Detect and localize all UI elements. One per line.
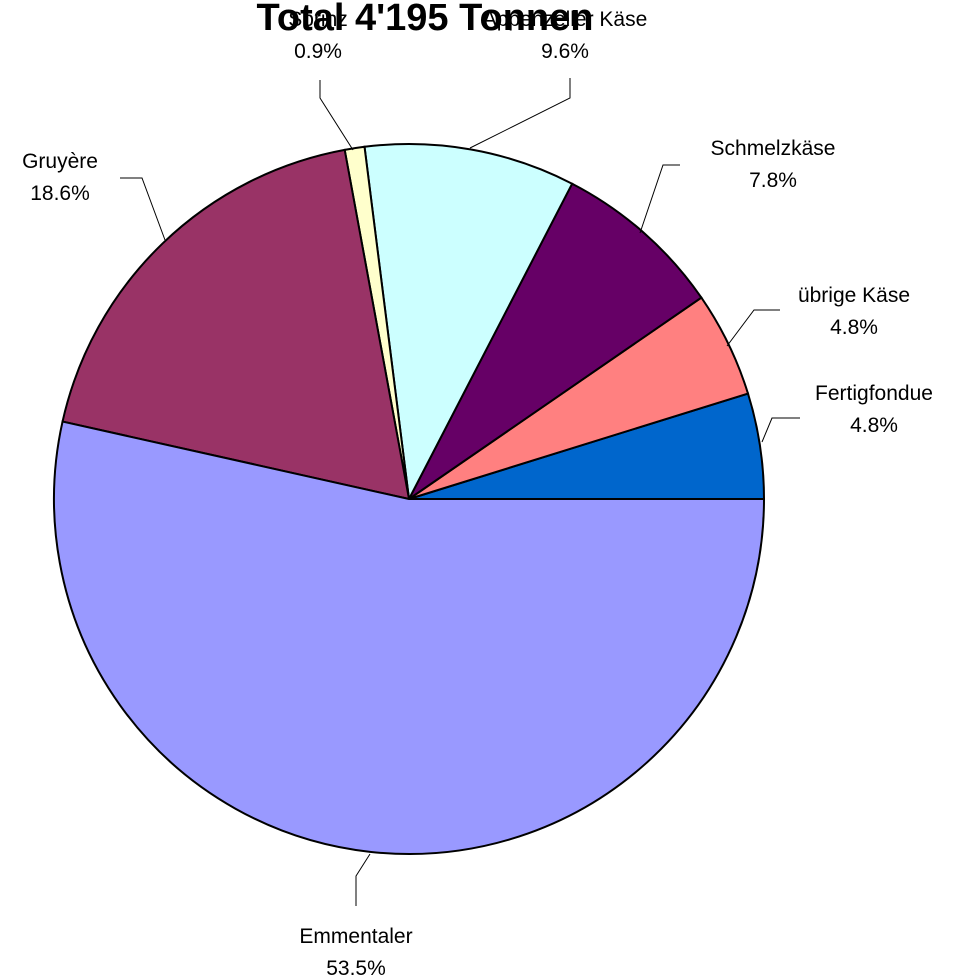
slice-value-label: 7.8% [749, 169, 797, 192]
slice-name-label: Sbrinz [288, 8, 348, 31]
slice-value-label: 4.8% [830, 316, 878, 339]
slice-name-label: Gruyère [22, 150, 98, 173]
leader-line [761, 417, 800, 443]
leader-line [120, 177, 166, 241]
slice-value-label: 53.5% [326, 957, 386, 975]
slice-name-label: Appenzeller Käse [483, 8, 648, 31]
slice-value-label: 18.6% [30, 182, 90, 205]
slice-name-label: Emmentaler [299, 925, 412, 948]
slice-name-label: Fertigfondue [815, 382, 933, 405]
pie-slice-appenzeller-käse [363, 143, 574, 503]
slice-value-label: 9.6% [541, 40, 589, 63]
chart-title: Total 4'195 Tonnen [256, 0, 593, 39]
pie-slice-gruyère [61, 148, 411, 501]
leader-lines [120, 78, 800, 906]
slice-name-label: Schmelzkäse [711, 137, 836, 160]
leader-line [355, 853, 371, 906]
pie-slice-schmelzkäse [408, 182, 703, 500]
slice-name-label: übrige Käse [798, 284, 910, 307]
leader-line [726, 309, 780, 347]
slice-value-label: 0.9% [294, 40, 342, 63]
leader-line [639, 164, 680, 234]
slice-value-label: 4.8% [850, 414, 898, 437]
slice-labels: Fertigfondue 4.8% übrige Käse 4.8% Schmelzkä… [22, 8, 933, 975]
pie-slices [53, 143, 766, 856]
leader-line [319, 80, 354, 151]
leader-line [469, 78, 571, 149]
pie-slice-emmentaler [53, 420, 766, 856]
